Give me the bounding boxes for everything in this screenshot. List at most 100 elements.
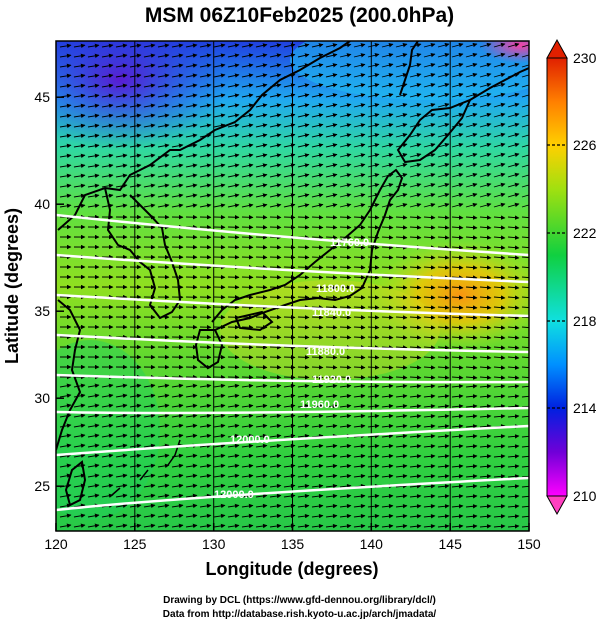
wind-arrow bbox=[129, 163, 142, 168]
wind-arrow bbox=[311, 245, 324, 250]
wind-arrow bbox=[493, 152, 506, 158]
wind-arrow bbox=[269, 173, 282, 178]
wind-arrow bbox=[423, 315, 436, 320]
wind-arrow bbox=[241, 43, 254, 48]
wind-arrow bbox=[325, 123, 338, 128]
wind-arrow bbox=[283, 133, 296, 138]
wind-arrow bbox=[507, 102, 520, 108]
wind-arrow bbox=[339, 123, 352, 128]
wind-arrow bbox=[101, 203, 114, 209]
wind-arrow bbox=[479, 215, 492, 220]
wind-arrow bbox=[339, 285, 352, 290]
credit-drawing: Drawing by DCL (https://www.gfd-dennou.o… bbox=[163, 595, 436, 606]
wind-arrow bbox=[437, 315, 450, 320]
wind-arrow bbox=[395, 153, 408, 158]
wind-arrow bbox=[367, 53, 380, 58]
contour-label: 11960.0 bbox=[300, 399, 339, 411]
wind-arrow bbox=[451, 162, 464, 168]
wind-arrow bbox=[185, 63, 198, 68]
wind-arrow bbox=[521, 72, 529, 78]
wind-arrow bbox=[297, 83, 310, 88]
wind-arrow bbox=[59, 43, 72, 49]
wind-arrow bbox=[479, 142, 492, 148]
wind-arrow bbox=[185, 173, 198, 178]
wind-arrow bbox=[381, 163, 394, 168]
wind-arrow bbox=[213, 193, 226, 198]
wind-arrow bbox=[381, 63, 394, 68]
wind-arrow bbox=[451, 82, 464, 88]
wind-arrow bbox=[479, 315, 492, 320]
wind-arrow bbox=[269, 113, 282, 118]
wind-arrow bbox=[227, 93, 240, 98]
wind-arrow bbox=[129, 103, 142, 108]
coastline-kurils bbox=[469, 67, 529, 101]
wind-arrow bbox=[73, 93, 86, 99]
wind-arrow bbox=[115, 53, 128, 58]
x-tick-label: 145 bbox=[439, 536, 463, 552]
wind-arrow bbox=[325, 63, 338, 68]
wind-arrow bbox=[143, 193, 156, 198]
wind-arrow bbox=[381, 43, 394, 48]
wind-arrow bbox=[507, 295, 520, 300]
wind-arrow bbox=[465, 102, 478, 108]
wind-arrow bbox=[493, 52, 506, 58]
wind-arrow bbox=[59, 83, 72, 89]
wind-arrow bbox=[437, 162, 450, 168]
wind-arrow bbox=[479, 355, 492, 360]
wind-arrow bbox=[451, 182, 464, 188]
wind-arrow bbox=[479, 345, 492, 350]
wind-arrow bbox=[283, 113, 296, 118]
wind-arrow bbox=[395, 123, 408, 128]
wind-arrow bbox=[227, 203, 240, 208]
wind-arrow bbox=[311, 103, 324, 108]
wind-arrow bbox=[465, 285, 478, 290]
wind-arrow bbox=[157, 133, 170, 138]
wind-arrow bbox=[59, 203, 72, 209]
wind-arrow bbox=[339, 53, 352, 58]
wind-arrow bbox=[465, 72, 478, 78]
wind-arrow bbox=[521, 285, 529, 290]
wind-arrow bbox=[311, 325, 324, 330]
wind-arrow bbox=[521, 82, 529, 88]
wind-arrow bbox=[199, 163, 212, 168]
wind-arrow bbox=[227, 73, 240, 78]
wind-arrow bbox=[269, 133, 282, 138]
wind-arrow bbox=[269, 103, 282, 108]
wind-arrow bbox=[353, 133, 366, 138]
wind-arrow bbox=[479, 305, 492, 310]
wind-arrow bbox=[255, 123, 268, 128]
wind-arrow bbox=[353, 265, 366, 270]
wind-arrow bbox=[339, 103, 352, 108]
wind-arrow bbox=[507, 265, 520, 270]
wind-arrow bbox=[199, 143, 212, 148]
wind-arrow bbox=[451, 122, 464, 128]
wind-arrow bbox=[507, 182, 520, 188]
wind-arrow bbox=[479, 225, 492, 230]
wind-arrow bbox=[493, 202, 506, 208]
wind-arrow bbox=[171, 183, 184, 188]
wind-arrow bbox=[73, 153, 86, 159]
wind-arrow bbox=[325, 315, 338, 320]
contour-label: 11800.0 bbox=[316, 283, 355, 295]
wind-arrow bbox=[521, 215, 529, 220]
wind-arrow bbox=[101, 73, 114, 79]
wind-arrow bbox=[381, 295, 394, 300]
wind-arrow bbox=[381, 355, 394, 360]
wind-arrow bbox=[381, 113, 394, 118]
wind-arrow bbox=[367, 63, 380, 68]
wind-arrow bbox=[283, 73, 296, 78]
wind-arrow bbox=[395, 295, 408, 300]
wind-arrow bbox=[297, 215, 310, 220]
wind-arrow bbox=[339, 113, 352, 118]
wind-arrow bbox=[255, 113, 268, 118]
wind-arrow bbox=[241, 53, 254, 58]
wind-arrow bbox=[521, 315, 529, 320]
wind-arrow bbox=[101, 133, 114, 139]
wind-arrow bbox=[451, 325, 464, 330]
wind-arrow bbox=[255, 53, 268, 58]
wind-arrow bbox=[479, 295, 492, 300]
contour-label: 12000.0 bbox=[230, 434, 270, 446]
wind-arrow bbox=[507, 62, 520, 68]
wind-arrow bbox=[129, 193, 142, 198]
wind-arrow bbox=[325, 225, 338, 230]
